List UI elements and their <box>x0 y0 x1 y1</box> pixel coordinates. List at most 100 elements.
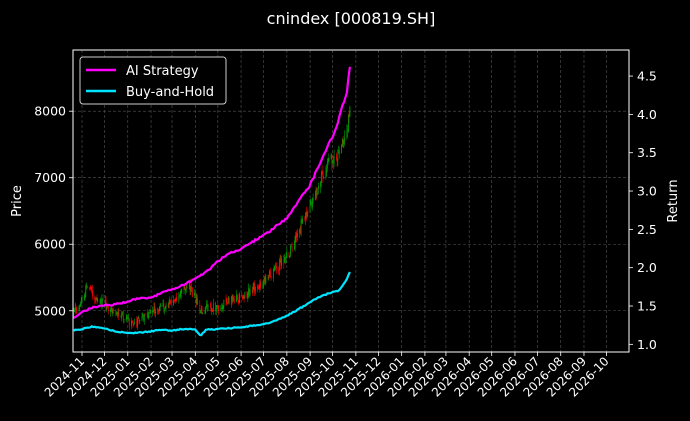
candle-body <box>200 308 202 311</box>
candle-body <box>128 319 130 326</box>
candle-body <box>146 312 148 317</box>
candle-body <box>80 300 82 305</box>
candle-body <box>347 114 349 132</box>
candle-body <box>289 256 291 257</box>
candle-body <box>227 297 229 304</box>
candle-body <box>274 266 276 268</box>
candle-body <box>254 287 256 292</box>
candle-body <box>136 320 138 327</box>
candle-body <box>153 306 155 311</box>
candle-body <box>190 289 192 292</box>
candle-body <box>335 155 337 160</box>
candle-body <box>183 285 185 290</box>
candle-body <box>132 321 134 324</box>
candle-body <box>268 277 270 278</box>
candle-body <box>74 309 75 312</box>
candle-body <box>286 252 288 258</box>
candle-body <box>264 276 266 283</box>
candle-body <box>122 312 123 314</box>
candle-body <box>291 247 293 251</box>
candle-body <box>252 286 254 294</box>
candle-body <box>91 288 93 290</box>
candle-body <box>296 233 298 237</box>
candle-body <box>89 287 91 289</box>
candle-body <box>173 300 174 305</box>
candle-body <box>84 296 86 298</box>
candle-body <box>170 302 172 305</box>
y-axis-right: 1.0 1.5 2.0 2.5 3.0 3.5 4.0 4.5 <box>629 69 657 352</box>
candle-body <box>228 297 230 305</box>
y-right-tick-label: 4.5 <box>637 69 657 84</box>
candle-body <box>227 302 228 304</box>
candle-body <box>232 297 234 302</box>
candle-body <box>179 294 180 297</box>
candle-body <box>164 307 166 310</box>
candle-body <box>310 200 312 202</box>
candle-body <box>212 303 214 312</box>
candle-body <box>221 307 223 310</box>
candle-body <box>206 303 207 308</box>
candle-body <box>95 298 97 300</box>
candle-body <box>236 294 237 303</box>
candle-body <box>251 289 253 293</box>
candle-body <box>167 305 169 308</box>
candle-body <box>160 305 162 307</box>
candle-body <box>184 286 186 290</box>
candle-body <box>248 288 250 295</box>
candle-body <box>81 296 83 301</box>
candle-body <box>155 311 156 314</box>
candle-body <box>209 304 211 306</box>
candle-body <box>290 246 291 256</box>
candle-body <box>123 319 125 321</box>
candle-body <box>290 245 292 247</box>
candle-body <box>275 265 276 267</box>
candle-body <box>247 294 249 300</box>
candle-body <box>243 296 245 299</box>
candle-body <box>332 160 334 163</box>
candle-body <box>275 266 277 269</box>
candle-body <box>165 304 167 308</box>
candle-body <box>169 300 171 303</box>
candle-body <box>269 270 271 276</box>
candle-body <box>74 307 76 311</box>
candle-body <box>215 302 216 311</box>
candle-body <box>162 303 164 307</box>
candle-body <box>138 318 140 322</box>
candle-body <box>320 171 322 184</box>
candle-body <box>181 290 183 292</box>
candle-body <box>253 284 255 288</box>
candle-body <box>143 314 145 321</box>
candle-body <box>279 260 281 263</box>
candle-body <box>120 316 122 318</box>
candle-body <box>173 299 175 301</box>
candle-body <box>117 312 119 315</box>
candle-body <box>304 218 306 220</box>
candle-body <box>322 173 324 177</box>
candle-body <box>149 312 150 314</box>
candle-body <box>78 305 80 311</box>
candle-body <box>148 313 150 318</box>
legend-box <box>79 56 227 105</box>
candle-body <box>143 315 144 321</box>
candle-body <box>285 256 287 260</box>
candle-body <box>307 211 309 213</box>
candle-body <box>80 303 81 307</box>
candle-body <box>85 286 87 297</box>
candle-body <box>342 139 344 145</box>
candle-body <box>338 150 340 155</box>
legend-label-buy-and-hold: Buy-and-Hold <box>126 85 214 100</box>
series-line-ai-strategy <box>73 66 351 319</box>
candle-body <box>186 287 188 289</box>
candle-body <box>141 316 143 321</box>
candle-body <box>263 277 265 281</box>
candle-body <box>149 311 151 314</box>
candle-body <box>305 212 307 220</box>
candle-body <box>144 313 146 315</box>
candle-body <box>189 283 191 292</box>
candle-body <box>152 310 153 313</box>
candle-body <box>218 305 219 311</box>
candle-body <box>272 269 274 279</box>
candle-body <box>281 258 282 266</box>
candle-body <box>131 320 132 326</box>
candle-body <box>180 291 182 297</box>
